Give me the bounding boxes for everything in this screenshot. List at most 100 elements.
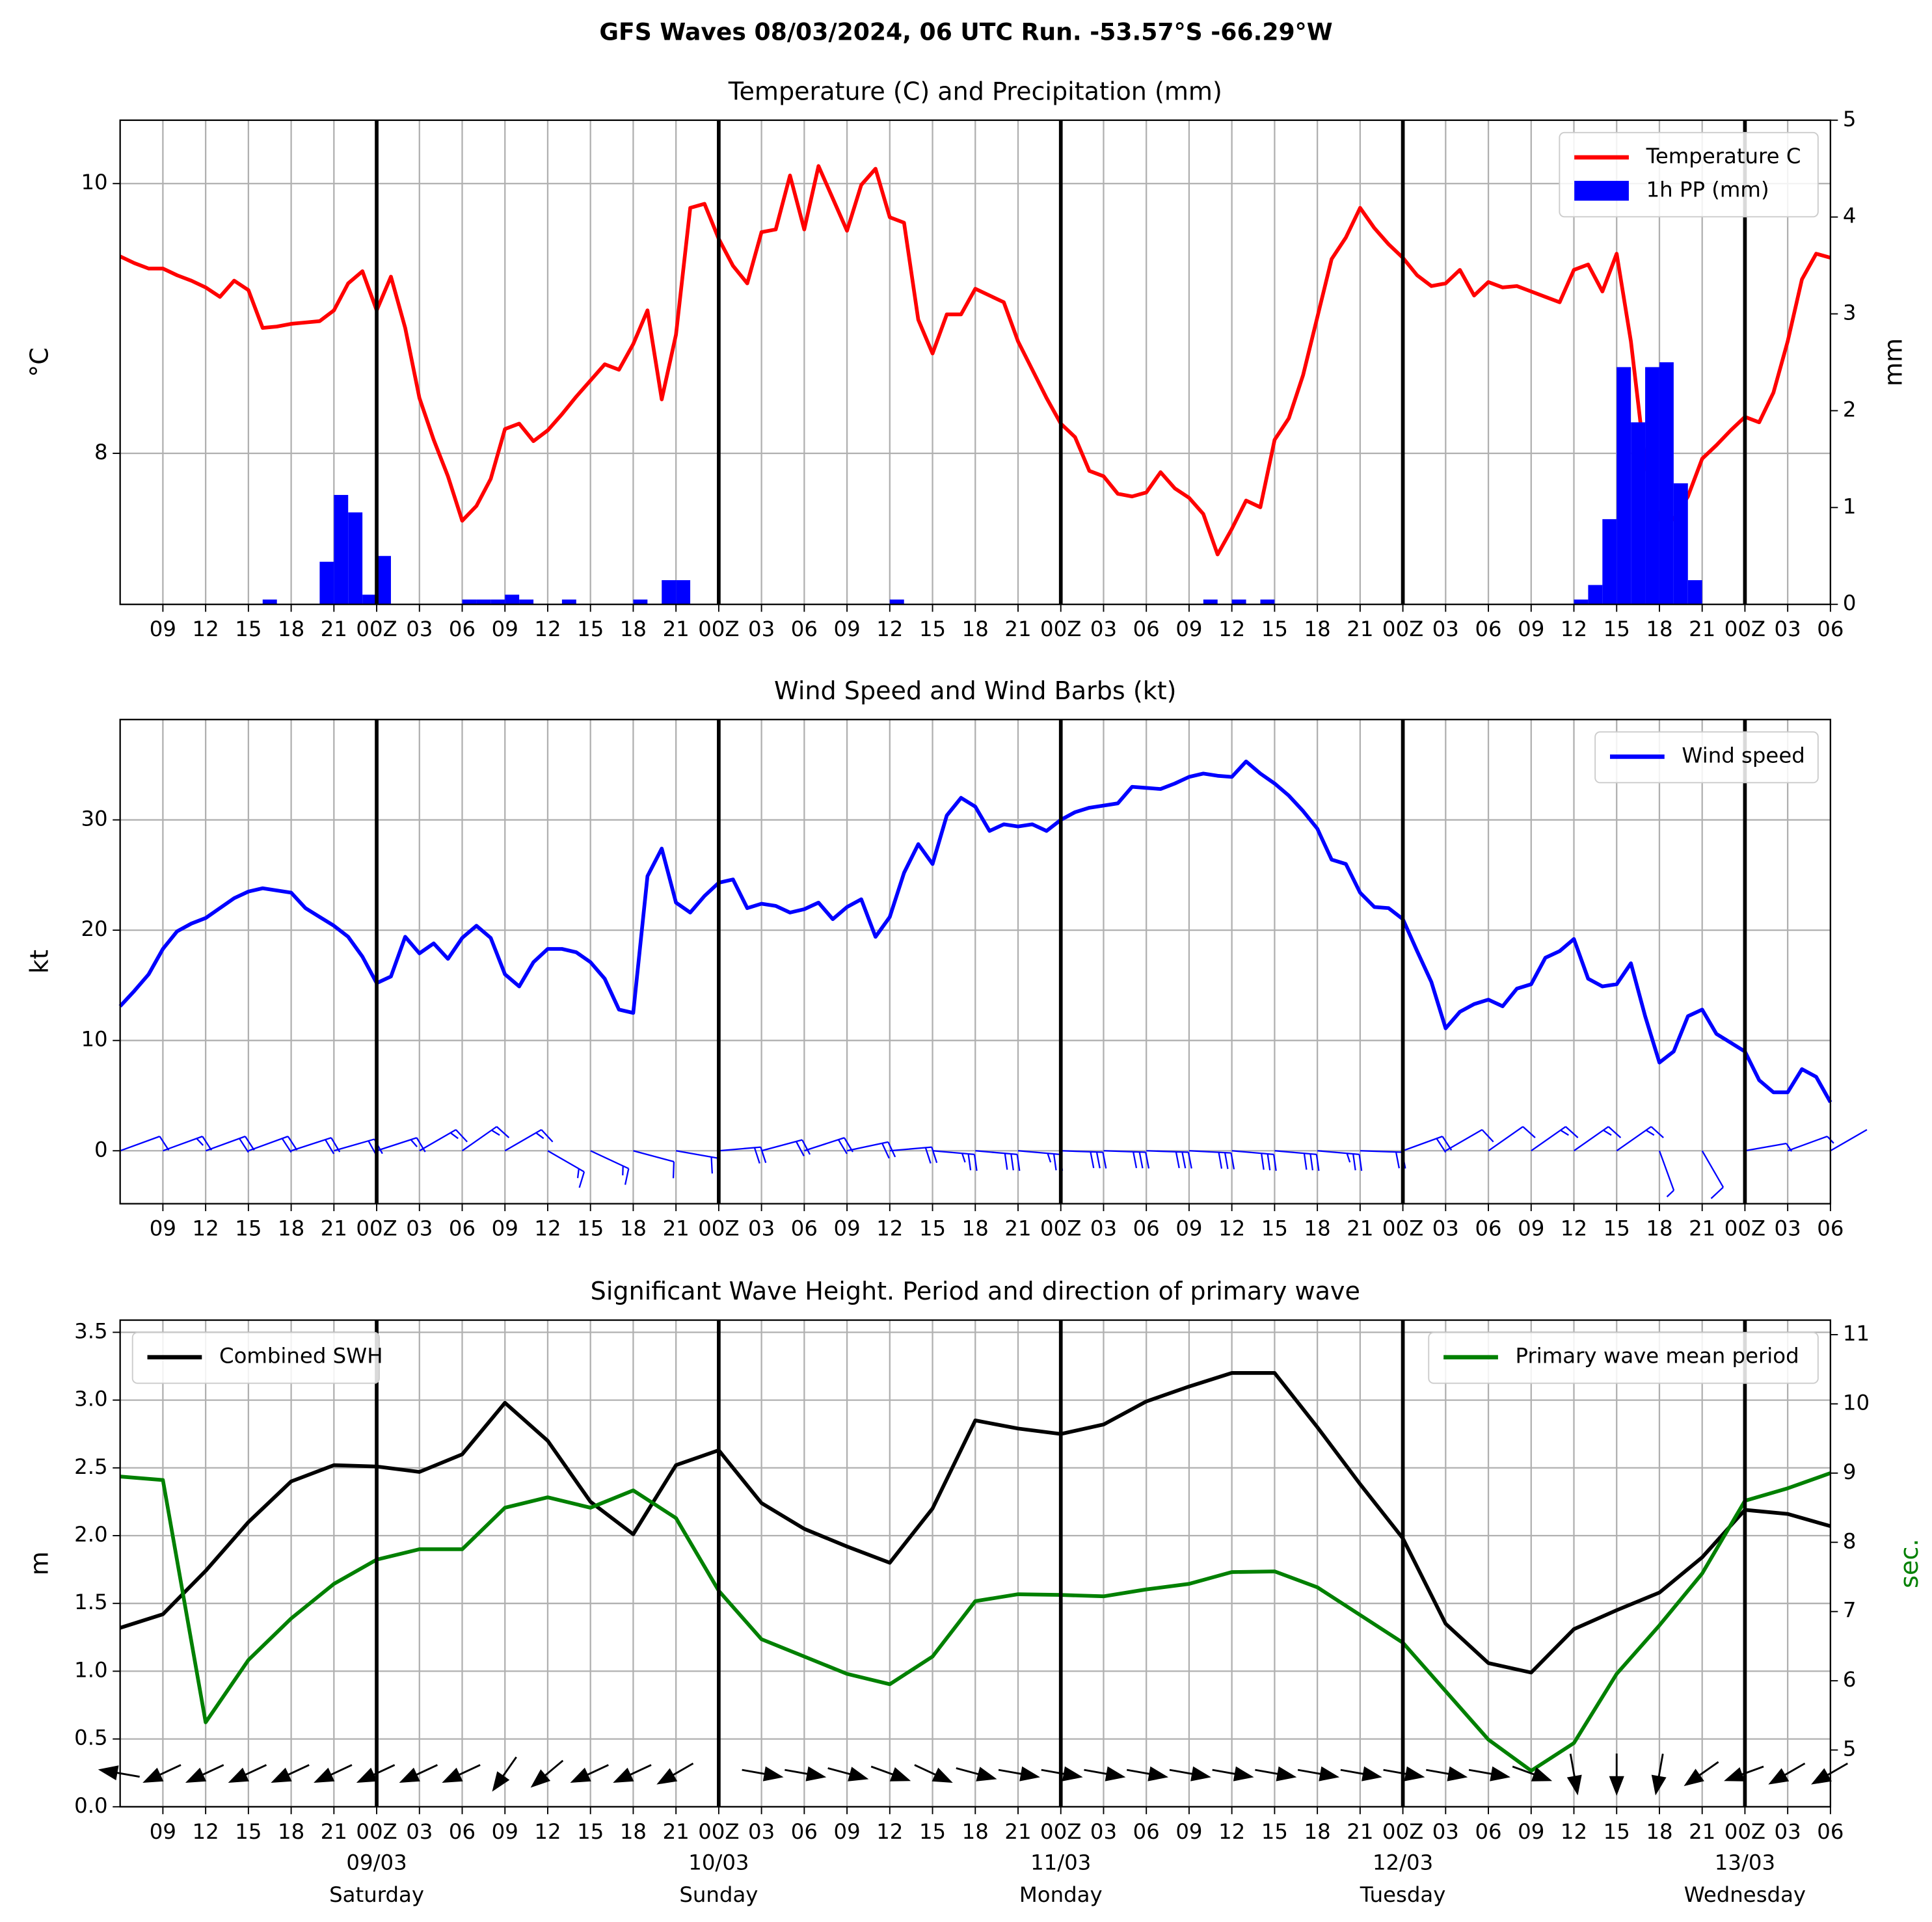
plot-frame: [119, 719, 1832, 1205]
x-tick-label: 09: [150, 1216, 176, 1241]
wave-arrow: [1340, 1766, 1382, 1782]
y2-tick-label: 0: [1843, 591, 1857, 615]
wind-barb: [1830, 1128, 1868, 1152]
series-line: [118, 759, 1832, 1104]
x-date-label: 13/03: [1715, 1850, 1775, 1875]
x-tick-label: 09: [1175, 1819, 1202, 1844]
precip-bar: [676, 580, 691, 605]
x-tick-label: 09: [833, 617, 860, 641]
wave-arrow: [271, 1764, 310, 1783]
wave-arrow: [1255, 1766, 1297, 1782]
wave-arrow: [785, 1766, 827, 1782]
wave-arrow: [1468, 1766, 1510, 1782]
wind-barb: [1188, 1150, 1235, 1169]
x-tick-label: 12: [1561, 617, 1587, 641]
wave-arrow: [656, 1762, 694, 1785]
x-tick-label: 18: [1304, 1216, 1331, 1241]
wave-arrow: [1684, 1761, 1719, 1787]
y-tick-label: 2.5: [74, 1454, 107, 1479]
wind-barb: [975, 1150, 1021, 1171]
precip-bar: [519, 599, 534, 605]
plot-frame: [119, 119, 1832, 606]
wind-barb: [1616, 1126, 1664, 1152]
wave-arrow: [185, 1764, 224, 1783]
x-tick-label: 18: [962, 1819, 989, 1844]
x-tick-label: 12: [1218, 1819, 1245, 1844]
x-tick-label: 15: [1603, 617, 1630, 641]
wind-barb: [718, 1146, 767, 1164]
x-tick-label: 21: [1689, 617, 1715, 641]
x-tick-label: 12: [1561, 1819, 1587, 1844]
x-tick-label: 15: [1261, 1819, 1288, 1844]
y-tick-label: 0: [94, 1137, 108, 1162]
wave-arrow: [1609, 1753, 1624, 1796]
x-tick-label: 21: [321, 1216, 347, 1241]
x-tick-label: 09: [1518, 617, 1544, 641]
x-tick-label: 12: [193, 617, 219, 641]
legend-box: [131, 1331, 380, 1384]
x-tick-label: 00Z: [356, 617, 397, 641]
y-tick-label: 8: [94, 440, 108, 464]
x-tick-label: 09: [1518, 1216, 1544, 1241]
figure-title: GFS Waves 08/03/2024, 06 UTC Run. -53.57…: [599, 18, 1332, 46]
series-line: [120, 1471, 1831, 1773]
x-tick-label: 18: [278, 1819, 304, 1844]
wind-barb: [889, 1146, 938, 1164]
x-tick-label: 12: [1218, 1216, 1245, 1241]
wind-barb: [1488, 1126, 1536, 1152]
legend-swatch: [1574, 181, 1629, 201]
wave-arrow: [1297, 1766, 1340, 1782]
x-date-label: 10/03: [688, 1850, 749, 1875]
wave-arrow: [314, 1764, 353, 1783]
wave-arrow: [742, 1766, 784, 1782]
x-tick-label: 12: [534, 617, 561, 641]
x-tick-label: 00Z: [698, 617, 739, 641]
wave-arrow: [142, 1764, 181, 1783]
x-tick-label: 03: [1432, 1216, 1459, 1241]
y2-axis-label: sec.: [1895, 1539, 1924, 1588]
precip-bar: [1203, 599, 1218, 605]
wind-barb: [376, 1137, 426, 1153]
y-tick-label: 20: [81, 916, 107, 941]
precip-bar: [1231, 599, 1246, 605]
precip-bar: [1588, 585, 1603, 605]
x-tick-label: 09: [150, 1819, 176, 1844]
precip-bar: [1673, 483, 1688, 605]
x-tick-label: 15: [577, 1819, 604, 1844]
wave-arrow: [442, 1764, 481, 1783]
legend-entry: Primary wave mean period: [1516, 1344, 1799, 1368]
y2-tick-label: 7: [1843, 1598, 1857, 1623]
y2-tick-label: 4: [1843, 204, 1857, 228]
x-tick-label: 21: [321, 617, 347, 641]
y-tick-label: 30: [81, 807, 107, 831]
precip-bar: [505, 594, 520, 605]
x-tick-label: 15: [235, 617, 262, 641]
x-tick-label: 21: [1004, 1819, 1031, 1844]
wave-arrow: [827, 1767, 869, 1782]
x-tick-label: 21: [1347, 617, 1373, 641]
x-tick-label: 00Z: [356, 1216, 397, 1241]
x-tick-label: 00Z: [1382, 1216, 1423, 1241]
x-tick-label: 06: [1133, 1216, 1160, 1241]
x-tick-label: 09: [833, 1819, 860, 1844]
wind-barb: [846, 1141, 896, 1159]
x-tick-label: 06: [1133, 1819, 1160, 1844]
wave-arrow: [399, 1764, 438, 1783]
y-tick-label: 10: [81, 1027, 107, 1052]
x-tick-label: 15: [235, 1216, 262, 1241]
x-tick-label: 21: [1347, 1819, 1373, 1844]
wind-barb: [248, 1136, 298, 1153]
wave-arrow: [1768, 1762, 1806, 1785]
precip-bar: [377, 555, 391, 605]
precip-bar: [1631, 422, 1646, 605]
x-tick-label: 03: [748, 617, 775, 641]
x-tick-label: 00Z: [1724, 617, 1765, 641]
x-tick-label: 21: [1347, 1216, 1373, 1241]
x-tick-label: 03: [1775, 617, 1801, 641]
wave-arrow: [1084, 1766, 1126, 1782]
x-tick-label: 12: [876, 617, 903, 641]
x-date-label: 11/03: [1030, 1850, 1091, 1875]
wave-arrow: [914, 1764, 953, 1783]
